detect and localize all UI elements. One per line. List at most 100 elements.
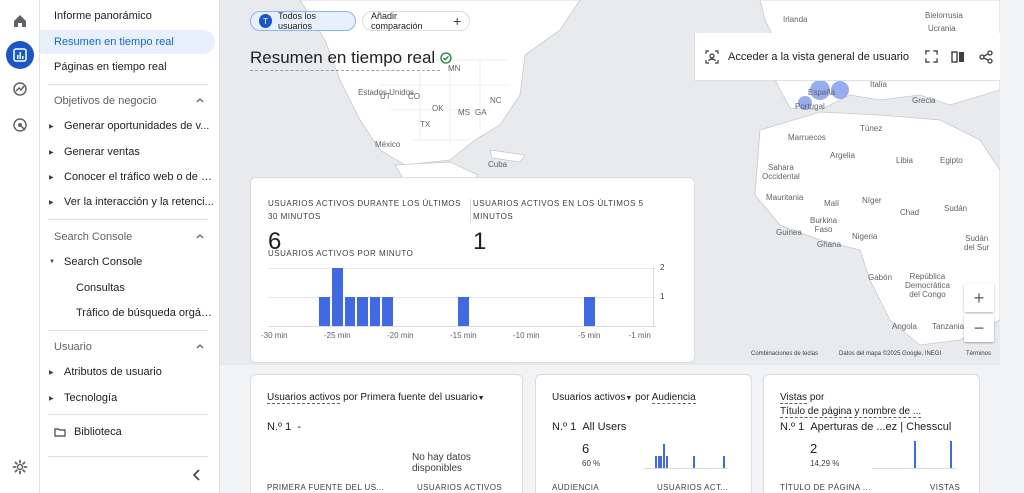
chart-x-tick: -20 min [386, 331, 414, 340]
dimension-selector[interactable]: Título de página y nombre de ... [780, 406, 922, 418]
share-icon[interactable] [979, 49, 993, 64]
nav-technology[interactable]: ▶ Tecnología [49, 392, 118, 404]
nav-business-item[interactable]: ▶ Generar oportunidades de v... [49, 120, 210, 132]
sparkline-bar [662, 443, 665, 468]
chart-bar[interactable] [584, 297, 595, 326]
chart-bar[interactable] [357, 297, 368, 326]
metric-selector[interactable]: Vistas [780, 392, 808, 404]
divider [48, 414, 208, 415]
empty-state: No hay datos disponibles [412, 452, 471, 474]
sparkline-bar [722, 455, 725, 468]
divider [48, 456, 208, 457]
audience-sparkline [644, 441, 728, 469]
page-title: Resumen en tiempo real [250, 48, 452, 68]
kpi-divider [470, 199, 471, 223]
side-nav: Informe panorámico Resumen en tiempo rea… [40, 0, 220, 493]
map-label: Tanzania [932, 322, 965, 331]
terms-link[interactable]: Términos [966, 351, 992, 357]
compare-icon[interactable] [951, 50, 965, 64]
zoom-in-button[interactable]: + [964, 284, 994, 312]
nav-organic-traffic[interactable]: Tráfico de búsqueda orgán... [76, 307, 215, 319]
map-label: GA [475, 108, 487, 117]
chart-bar[interactable] [344, 297, 356, 326]
section-user[interactable]: Usuario [40, 335, 215, 359]
app-rail [0, 0, 40, 493]
user-overview-link[interactable]: Acceder a la vista general de usuario [728, 50, 909, 63]
chevron-up-icon [196, 98, 204, 103]
chart-y-tick: 1 [660, 292, 665, 301]
map-label: NC [490, 96, 502, 105]
nav-realtime-summary[interactable]: Resumen en tiempo real [40, 30, 215, 54]
chart-x-tick: -15 min [449, 331, 477, 340]
column-header[interactable]: PRIMERA FUENTE DEL US... [267, 483, 385, 492]
gear-icon[interactable] [6, 453, 34, 481]
map-label: Grecia [912, 96, 936, 105]
map-label: Sahara Occidental [762, 163, 800, 181]
fullscreen-icon[interactable] [925, 50, 938, 63]
nav-realtime-pages[interactable]: Páginas en tiempo real [54, 61, 167, 73]
explore-icon[interactable] [6, 75, 34, 103]
chart-y-axis [653, 266, 654, 326]
nav-business-item[interactable]: ▶ Generar ventas [49, 146, 140, 158]
collapse-nav-icon[interactable] [190, 468, 204, 482]
sparkline-bar [657, 455, 660, 468]
keyboard-shortcuts-link[interactable]: Combinaciones de teclas [751, 351, 819, 357]
chart-x-tick: -5 min [578, 331, 601, 340]
check-circle-icon [440, 52, 452, 64]
caret-down-icon: ▼ [625, 395, 633, 402]
metric-selector[interactable]: Usuarios activos [552, 392, 626, 403]
chart-x-tick: -30 min [260, 331, 288, 340]
map-label: Ucrania [928, 24, 956, 33]
segment-chip[interactable]: T Todos los usuarios [250, 11, 356, 31]
map-label: México [375, 140, 401, 149]
caret-right-icon: ▶ [49, 149, 54, 156]
map-label: Mauritania [766, 193, 804, 202]
map-label: Angola [892, 322, 917, 331]
nav-business-item[interactable]: ▶ Conocer el tráfico web o de a... [49, 171, 214, 183]
map-label: Nigeria [852, 232, 878, 241]
column-header[interactable]: AUDIENCIA [552, 483, 600, 492]
nav-queries[interactable]: Consultas [76, 282, 125, 294]
nav-library[interactable]: Biblioteca [40, 420, 215, 444]
column-header[interactable]: VISTAS [930, 483, 961, 492]
chart-x-tick: -10 min [512, 331, 540, 340]
chart-bar[interactable] [332, 268, 343, 326]
divider [48, 219, 208, 220]
dimension-selector[interactable]: Primera fuente del usuario [360, 392, 478, 403]
advertising-icon[interactable] [6, 111, 34, 139]
chart-bar[interactable] [369, 297, 381, 326]
column-header[interactable]: USUARIOS ACT... [657, 483, 729, 492]
map-label: Italia [870, 80, 887, 89]
nav-search-console-group[interactable]: ▼ Search Console [49, 256, 143, 268]
caret-down-icon: ▼ [477, 395, 485, 402]
column-header[interactable]: USUARIOS ACTIVOS [417, 483, 503, 492]
card-title-line2: Título de página y nombre de ... [780, 406, 922, 418]
caret-right-icon: ▶ [49, 395, 54, 402]
section-business[interactable]: Objetivos de negocio [40, 89, 215, 113]
rank-row: N.º 1 - [267, 421, 301, 433]
chart-bar[interactable] [382, 297, 393, 326]
chart-bar[interactable] [319, 297, 330, 326]
dimension-selector[interactable]: Audiencia [651, 392, 696, 404]
reports-icon[interactable] [6, 41, 34, 69]
views-sparkline [872, 441, 956, 469]
metric-selector[interactable]: Usuarios activos [267, 392, 341, 404]
map-label: República Democrática del Congo [905, 272, 950, 299]
nav-business-item[interactable]: ▶ Ver la interacción y la retenci... [49, 196, 214, 208]
column-header[interactable]: TÍTULO DE PÁGINA ... [780, 483, 871, 492]
add-comparison-button[interactable]: Añadir comparación [362, 11, 470, 31]
rank-row: N.º 1 All Users [552, 421, 627, 433]
caret-right-icon: ▶ [49, 174, 54, 181]
rank-row: N.º 1 Aperturas de ...ez | Chesscul [780, 421, 952, 433]
chart-bar[interactable] [458, 297, 469, 326]
chart-y-tick: 2 [660, 263, 665, 272]
nav-overview[interactable]: Informe panorámico [54, 10, 152, 22]
zoom-out-button[interactable]: − [964, 314, 994, 342]
map-label: MS [458, 108, 470, 117]
section-search-console[interactable]: Search Console [40, 225, 215, 249]
nav-user-attributes[interactable]: ▶ Atributos de usuario [49, 366, 162, 378]
map-label: Sudán del Sur [964, 234, 990, 252]
kpi-value-30min: 6 [268, 228, 282, 255]
map-label: TX [420, 120, 431, 129]
home-icon[interactable] [6, 7, 34, 35]
